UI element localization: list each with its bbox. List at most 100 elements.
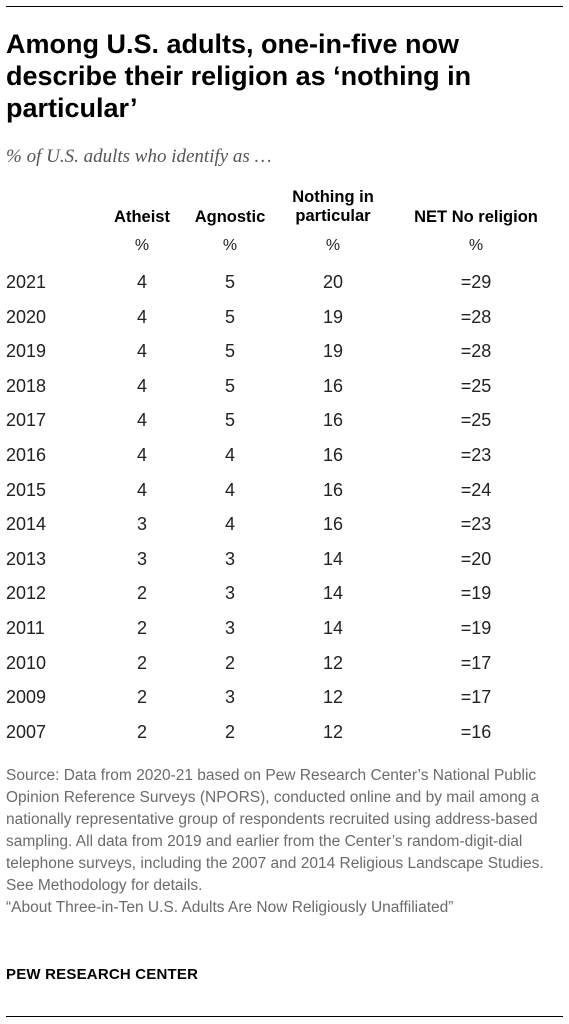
table-row: 2013 3 3 14 =20 (0, 542, 569, 576)
cell-agnostic: 2 (224, 721, 235, 742)
chart-title: Among U.S. adults, one-in-five now descr… (6, 29, 472, 123)
cell-agnostic: 4 (224, 445, 235, 465)
row-year: 2021 (6, 272, 47, 292)
report-title-note: “About Three-in-Ten U.S. Adults Are Now … (6, 899, 454, 916)
cell-agnostic: 2 (224, 652, 235, 673)
row-year: 2012 (6, 583, 47, 604)
column-header-atheist: Atheist (114, 208, 170, 226)
unit-label-agnostic: % (222, 237, 238, 254)
cell-atheist: 2 (136, 618, 147, 638)
cell-atheist: 4 (136, 375, 147, 396)
cell-net: =25 (460, 375, 492, 396)
table-row: 2021 4 5 20 =29 (0, 265, 569, 299)
cell-agnostic: 3 (224, 583, 235, 604)
cell-nothing: 14 (322, 618, 344, 638)
cell-agnostic: 4 (224, 514, 235, 535)
table-row: 2019 4 5 19 =28 (0, 334, 569, 368)
row-year: 2016 (6, 445, 47, 465)
cell-net: =24 (460, 479, 492, 500)
cell-agnostic: 5 (224, 306, 235, 327)
table-row: 2012 2 3 14 =19 (0, 576, 569, 610)
notes: Source: Data from 2020-21 based on Pew R… (6, 765, 561, 919)
cell-atheist: 4 (136, 272, 147, 292)
row-year: 2014 (6, 514, 47, 535)
cell-agnostic: 3 (224, 618, 235, 638)
column-header-nothing-line1: Nothing in (292, 188, 374, 206)
unit-label-atheist: % (134, 237, 150, 254)
cell-nothing: 16 (322, 410, 344, 431)
cell-net: =28 (460, 306, 492, 327)
cell-net: =28 (460, 341, 492, 362)
cell-net: =23 (460, 514, 492, 535)
table-row: 2016 4 4 16 =23 (0, 438, 569, 472)
cell-net: =19 (460, 583, 492, 604)
table-row: 2011 2 3 14 =19 (0, 611, 569, 645)
cell-nothing: 19 (322, 306, 344, 327)
bottom-rule (6, 1016, 563, 1017)
column-header-nothing-line2: particular (295, 207, 371, 225)
cell-agnostic: 3 (224, 687, 235, 708)
cell-nothing: 12 (322, 687, 344, 708)
cell-net: =23 (460, 445, 492, 465)
table-row: 2014 3 4 16 =23 (0, 507, 569, 541)
cell-atheist: 3 (136, 548, 147, 569)
table-row: 2020 4 5 19 =28 (0, 300, 569, 334)
cell-atheist: 4 (136, 445, 147, 465)
cell-nothing: 19 (322, 341, 344, 362)
cell-agnostic: 5 (224, 375, 235, 396)
cell-net: =17 (460, 687, 492, 708)
source-note: Source: Data from 2020-21 based on Pew R… (6, 767, 544, 894)
cell-atheist: 2 (136, 721, 147, 742)
chart-subtitle: % of U.S. adults who identify as … (6, 146, 272, 167)
column-header-net: NET No religion (414, 208, 538, 226)
cell-net: =19 (460, 618, 492, 638)
cell-nothing: 14 (322, 548, 344, 569)
cell-atheist: 4 (136, 479, 147, 500)
table-row: 2007 2 2 12 =16 (0, 715, 569, 749)
column-header-agnostic: Agnostic (194, 208, 266, 226)
cell-atheist: 4 (136, 410, 147, 431)
cell-nothing: 12 (322, 652, 344, 673)
cell-agnostic: 4 (224, 479, 235, 500)
top-rule (6, 6, 563, 7)
unit-label-nothing: % (325, 237, 341, 254)
cell-nothing: 16 (322, 445, 344, 465)
cell-agnostic: 3 (224, 548, 235, 569)
row-year: 2017 (6, 410, 47, 431)
cell-atheist: 2 (136, 687, 147, 708)
brand-label: PEW RESEARCH CENTER (6, 966, 199, 983)
cell-atheist: 3 (136, 514, 147, 535)
row-year: 2015 (6, 479, 47, 500)
cell-net: =29 (460, 272, 492, 292)
cell-nothing: 16 (322, 479, 344, 500)
row-year: 2020 (6, 306, 47, 327)
cell-atheist: 4 (136, 306, 147, 327)
cell-nothing: 16 (322, 375, 344, 396)
cell-nothing: 14 (322, 583, 344, 604)
row-year: 2013 (6, 548, 47, 569)
row-year: 2007 (6, 721, 47, 742)
column-header-nothing: Nothing in particular (273, 188, 393, 226)
cell-net: =25 (460, 410, 492, 431)
table-row: 2015 4 4 16 =24 (0, 473, 569, 507)
cell-atheist: 4 (136, 341, 147, 362)
cell-atheist: 2 (136, 583, 147, 604)
table-row: 2010 2 2 12 =17 (0, 646, 569, 680)
row-year: 2009 (6, 687, 47, 708)
table-row: 2018 4 5 16 =25 (0, 369, 569, 403)
cell-agnostic: 5 (224, 341, 235, 362)
row-year: 2011 (6, 618, 45, 638)
cell-net: =20 (460, 548, 492, 569)
unit-label-net: % (468, 237, 484, 254)
row-year: 2010 (6, 652, 47, 673)
cell-agnostic: 5 (224, 272, 235, 292)
row-year: 2018 (6, 375, 47, 396)
cell-atheist: 2 (136, 652, 147, 673)
cell-agnostic: 5 (224, 410, 235, 431)
cell-net: =16 (460, 721, 492, 742)
cell-net: =17 (460, 652, 492, 673)
cell-nothing: 20 (322, 272, 344, 292)
cell-nothing: 12 (322, 721, 344, 742)
cell-nothing: 16 (322, 514, 344, 535)
table-row: 2009 2 3 12 =17 (0, 680, 569, 714)
